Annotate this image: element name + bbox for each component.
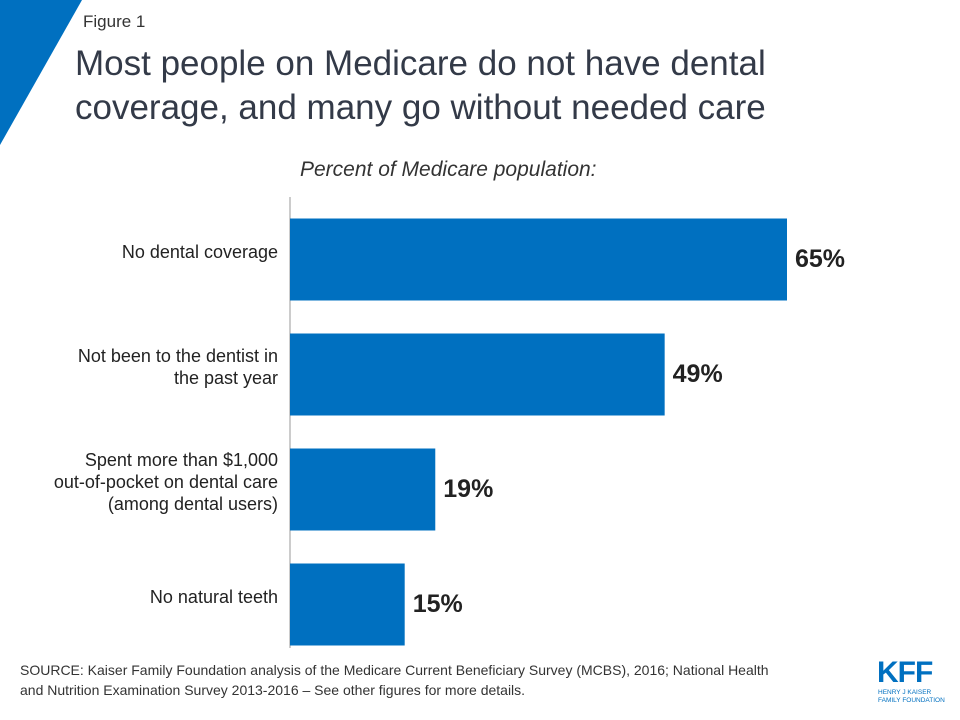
corner-decoration xyxy=(0,0,82,145)
figure-label: Figure 1 xyxy=(83,12,146,31)
value-label: 49% xyxy=(672,360,723,388)
chart-subtitle: Percent of Medicare population: xyxy=(300,158,597,181)
chart-title: Most people on Medicare do not have dent… xyxy=(75,44,766,127)
bar xyxy=(290,448,436,531)
bar xyxy=(290,563,405,646)
bar xyxy=(290,218,787,301)
source-note: SOURCE: Kaiser Family Foundation analysi… xyxy=(20,662,769,698)
logo-text: KFF xyxy=(877,656,933,689)
category-label: Spent more than $1,000 out-of-pocket on … xyxy=(53,449,278,514)
category-label: No dental coverage xyxy=(121,241,278,262)
category-label: Not been to the dentist in the past year xyxy=(77,345,278,388)
value-label: 65% xyxy=(795,245,846,273)
value-label: 19% xyxy=(443,475,494,503)
logo-subtext: HENRY J KAISER FAMILY FOUNDATION xyxy=(878,689,945,704)
value-label: 15% xyxy=(412,590,463,618)
bar xyxy=(290,333,665,416)
category-label: No natural teeth xyxy=(149,586,278,607)
